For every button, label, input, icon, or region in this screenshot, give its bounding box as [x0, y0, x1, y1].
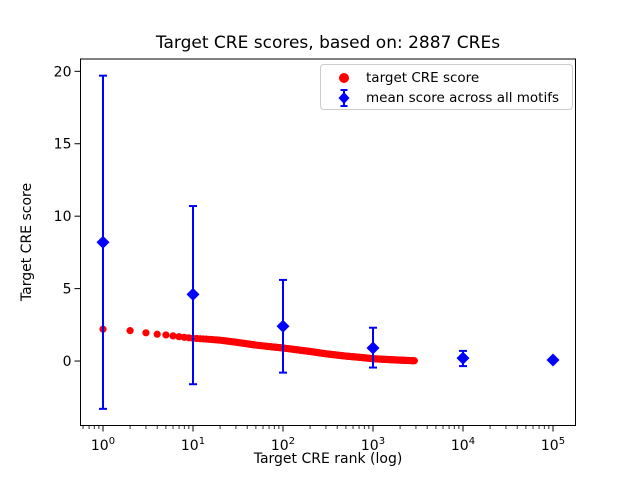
- red-data-point: [175, 333, 183, 341]
- x-tick-label: 101: [181, 436, 205, 454]
- blue-mean-diamond: [186, 287, 200, 301]
- x-tick-label: 105: [541, 436, 565, 454]
- x-tick-label: 104: [451, 436, 475, 454]
- legend-label: target CRE score: [366, 70, 480, 86]
- red-data-point: [153, 330, 161, 338]
- blue-mean-diamond: [96, 235, 110, 249]
- chart-title: Target CRE scores, based on: 2887 CREs: [155, 33, 501, 53]
- axes-spines: [80, 58, 576, 426]
- x-axis-label: Target CRE rank (log): [253, 451, 403, 467]
- y-tick-label: 20: [54, 64, 72, 80]
- x-tick-label: 100: [91, 436, 115, 454]
- blue-mean-diamond: [456, 351, 470, 365]
- legend: target CRE score mean score across all m…: [320, 64, 573, 110]
- red-data-point: [142, 329, 150, 337]
- y-axis-label: Target CRE score: [19, 182, 35, 302]
- red-circle-icon: [321, 72, 366, 84]
- legend-label: mean score across all motifs: [366, 90, 560, 106]
- x-tick-label: 102: [271, 436, 295, 454]
- red-data-point: [162, 331, 170, 339]
- x-tick-label: 103: [361, 436, 385, 454]
- y-tick-label: 15: [54, 137, 72, 153]
- blue-mean-diamond: [366, 341, 380, 355]
- blue-mean-diamond: [276, 319, 290, 333]
- legend-entry-mean-score: mean score across all motifs: [321, 88, 572, 108]
- red-data-point: [169, 332, 177, 340]
- y-tick-label: 0: [63, 354, 72, 370]
- blue-mean-diamond: [546, 353, 560, 367]
- y-tick-label: 10: [54, 209, 72, 225]
- red-data-point: [410, 357, 418, 365]
- red-data-point: [126, 327, 134, 335]
- y-tick-label: 5: [63, 282, 72, 298]
- blue-diamond-errorbar-icon: [321, 88, 366, 108]
- legend-entry-target-score: target CRE score: [321, 68, 572, 88]
